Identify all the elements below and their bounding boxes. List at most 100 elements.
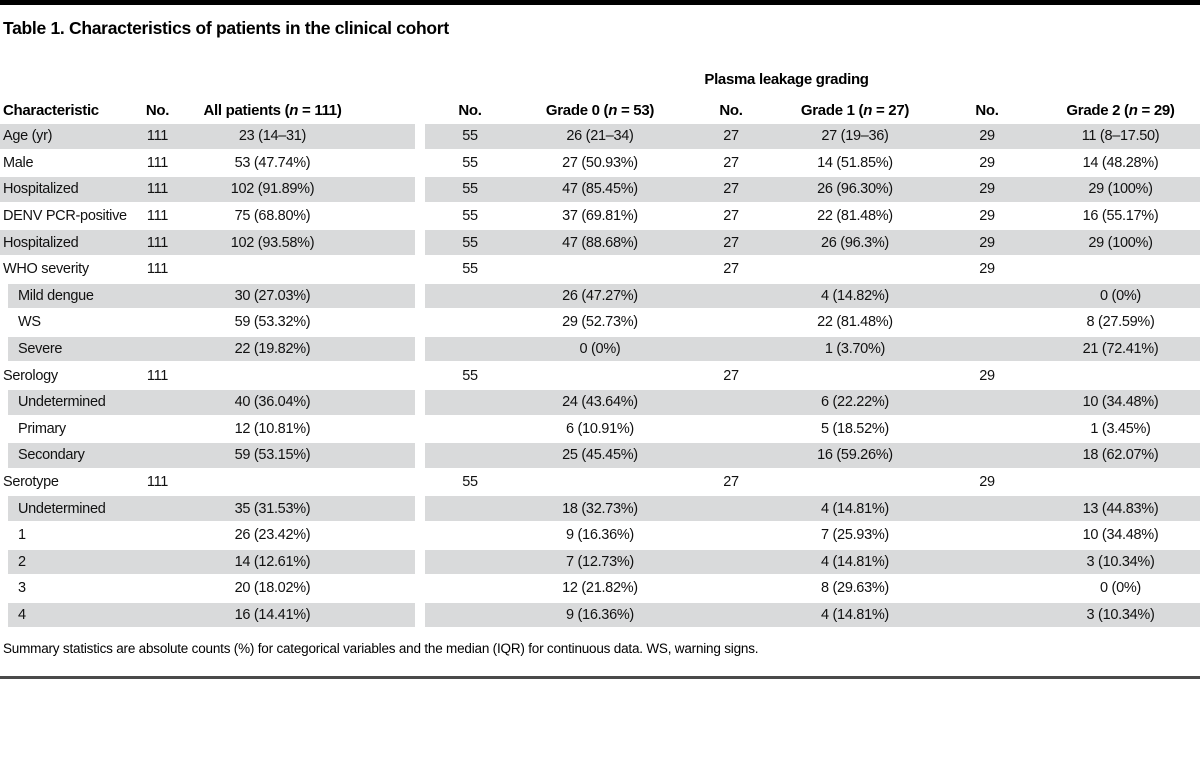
all-patients-cell [185,257,415,284]
band-gap-cell [415,496,425,523]
characteristic-cell: Serotype [0,470,130,497]
no-grade2-cell [933,310,1041,337]
characteristic-cell: 2 [0,549,130,577]
no-grade2-cell [933,576,1041,603]
grade1-cell: 6 (22.22%) [777,389,933,417]
no-all-cell: 111 [130,177,185,204]
all-patients-cell: 102 (93.58%) [185,230,415,257]
no-grade0-cell: 55 [425,230,515,257]
grade2-cell: 11 (8–17.50) [1041,124,1200,151]
bottom-rule [0,676,1200,679]
no-grade0-cell [425,310,515,337]
no-grade0-cell [425,283,515,311]
grade0-cell: 18 (32.73%) [515,496,685,523]
all-patients-cell: 59 (53.15%) [185,443,415,470]
table-row: Mild dengue 30 (27.03%) 26 (47.27%) 4 (1… [0,283,1200,311]
no-all-cell [130,336,185,364]
no-grade2-cell [933,417,1041,444]
all-patients-cell: 22 (19.82%) [185,336,415,364]
grade0-cell: 26 (21–34) [515,124,685,151]
grade0-cell: 12 (21.82%) [515,576,685,603]
top-rule [0,0,1200,5]
characteristic-cell: 1 [0,522,130,550]
characteristic-cell: WS [0,310,130,337]
grade1-cell: 27 (19–36) [777,124,933,151]
characteristic-cell: Hospitalized [0,230,130,257]
no-grade2-cell [933,602,1041,630]
no-grade2-cell: 29 [933,363,1041,390]
all-patients-cell: 30 (27.03%) [185,283,415,311]
no-grade0-cell [425,602,515,630]
no-grade1-cell [685,389,777,417]
band-gap-cell [415,470,425,497]
grade0-cell: 9 (16.36%) [515,523,685,550]
column-header-row: Characteristic No. All patients (n = 111… [0,90,1200,124]
grade2-cell: 3 (10.34%) [1041,602,1200,630]
grade2-cell: 10 (34.48%) [1041,389,1200,417]
band-gap [415,90,425,124]
no-grade1-cell: 27 [685,363,777,390]
no-all-cell [130,389,185,417]
table-row: WHO severity 111 55 27 29 [0,257,1200,284]
characteristic-cell: Severe [0,336,130,364]
no-all-cell [130,496,185,523]
all-patients-cell [185,363,415,390]
table-row: Secondary 59 (53.15%) 25 (45.45%) 16 (59… [0,443,1200,470]
characteristic-cell: Male [0,151,130,178]
grade2-cell: 0 (0%) [1041,576,1200,603]
no-grade0-cell: 55 [425,470,515,497]
no-grade0-cell [425,417,515,444]
no-grade0-cell [425,496,515,523]
table-row: Undetermined 35 (31.53%) 18 (32.73%) 4 (… [0,496,1200,523]
no-grade2-cell [933,523,1041,550]
no-grade2-cell [933,549,1041,577]
no-grade0-cell [425,336,515,364]
band-gap-cell [415,204,425,231]
all-patients-cell: 35 (31.53%) [185,496,415,523]
grade2-cell: 3 (10.34%) [1041,549,1200,577]
band-gap-cell [415,124,425,151]
characteristic-cell: 4 [0,602,130,630]
grade1-cell: 1 (3.70%) [777,336,933,364]
grade1-cell: 4 (14.81%) [777,602,933,630]
no-grade1-cell [685,576,777,603]
col-header-characteristic: Characteristic [3,102,99,119]
band-gap-cell [415,417,425,444]
grade2-cell: 1 (3.45%) [1041,417,1200,444]
grade1-cell: 16 (59.26%) [777,443,933,470]
no-all-cell: 111 [130,204,185,231]
no-grade0-cell [425,523,515,550]
no-grade1-cell [685,336,777,364]
table-row: Hospitalized 111 102 (93.58%) 55 47 (88.… [0,230,1200,257]
table-row: DENV PCR-positive 111 75 (68.80%) 55 37 … [0,204,1200,231]
no-grade0-cell: 55 [425,257,515,284]
no-grade1-cell [685,496,777,523]
grade0-cell: 7 (12.73%) [515,549,685,577]
grade0-cell: 9 (16.36%) [515,602,685,630]
col-header-no-grade2: No. [975,102,999,119]
all-patients-cell: 26 (23.42%) [185,523,415,550]
no-grade2-cell: 29 [933,151,1041,178]
no-all-cell [130,283,185,311]
no-grade1-cell [685,283,777,311]
no-grade2-cell [933,443,1041,470]
grade0-cell: 6 (10.91%) [515,417,685,444]
table-row: Male 111 53 (47.74%) 55 27 (50.93%) 27 1… [0,151,1200,178]
no-all-cell: 111 [130,470,185,497]
no-all-cell [130,549,185,577]
grade1-cell: 4 (14.81%) [777,496,933,523]
no-all-cell [130,576,185,603]
all-patients-cell: 14 (12.61%) [185,549,415,577]
no-grade2-cell: 29 [933,257,1041,284]
no-grade2-cell: 29 [933,204,1041,231]
table-row: WS 59 (53.32%) 29 (52.73%) 22 (81.48%) 8… [0,310,1200,337]
grade2-cell [1041,470,1200,497]
all-patients-cell: 40 (36.04%) [185,389,415,417]
grade1-cell: 5 (18.52%) [777,417,933,444]
no-grade0-cell: 55 [425,204,515,231]
grade0-cell: 26 (47.27%) [515,283,685,311]
no-all-cell: 111 [130,257,185,284]
grade2-cell [1041,363,1200,390]
table-row: Primary 12 (10.81%) 6 (10.91%) 5 (18.52%… [0,416,1200,444]
grade2-cell: 16 (55.17%) [1041,204,1200,231]
